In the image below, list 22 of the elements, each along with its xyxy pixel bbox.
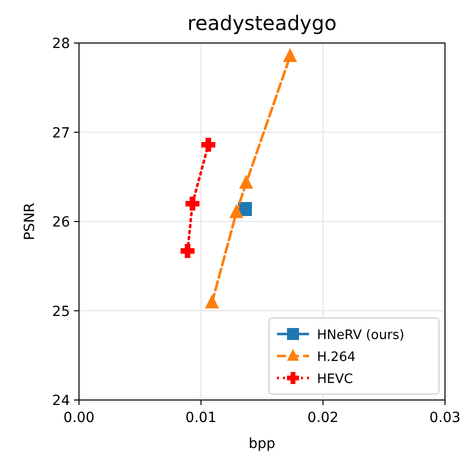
point	[201, 138, 216, 152]
legend-label: HNeRV (ours)	[317, 328, 404, 343]
x-tick-label: 0.02	[307, 410, 339, 426]
legend-label: HEVC	[317, 372, 353, 387]
y-tick-label: 24	[52, 393, 70, 409]
y-tick-label: 28	[52, 36, 70, 52]
y-tick-label: 26	[52, 214, 70, 230]
y-tick-label: 27	[52, 125, 70, 142]
point	[283, 48, 298, 62]
x-tick-label: 0.00	[63, 410, 95, 426]
point	[239, 174, 254, 189]
legend-label: H.264	[317, 350, 356, 365]
x-tick-label: 0.03	[429, 410, 461, 426]
y-tick-label: 25	[52, 304, 70, 320]
point	[180, 244, 195, 258]
point	[229, 204, 244, 218]
y-axis-title: PSNR	[22, 202, 38, 240]
chart-title: readysteadygo	[187, 11, 337, 35]
x-tick-label: 0.01	[185, 410, 217, 426]
point	[204, 294, 219, 308]
x-axis-title: bpp	[248, 436, 276, 452]
point	[185, 196, 200, 211]
